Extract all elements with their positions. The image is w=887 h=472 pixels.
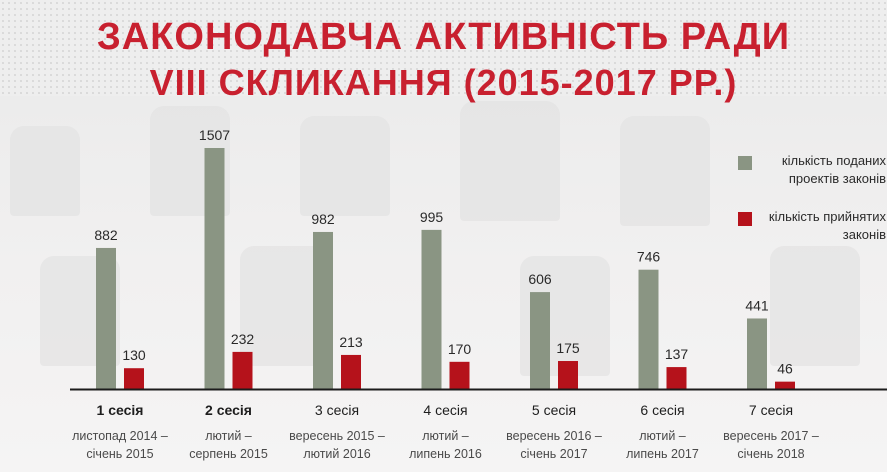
session-label: 2 сесія лютий – серпень 2015 xyxy=(169,401,289,463)
session-name: 7 сесія xyxy=(748,402,794,418)
background-seat-shape xyxy=(620,116,710,226)
bar-adopted xyxy=(558,361,578,389)
data-label-adopted: 130 xyxy=(122,347,146,363)
background-photo xyxy=(0,96,887,472)
session-name: 4 сесія xyxy=(423,402,468,418)
data-label-submitted: 982 xyxy=(311,211,335,227)
session-period: вересень 2017 – січень 2018 xyxy=(723,429,819,461)
session-period: лютий – серпень 2015 xyxy=(189,429,268,461)
bar-adopted xyxy=(232,351,253,389)
legend-label-submitted: кількість поданих проектів законів xyxy=(781,153,886,186)
session-name: 6 сесія xyxy=(640,402,685,418)
session-name: 1 сесія xyxy=(96,402,144,418)
session-period: листопад 2014 – січень 2015 xyxy=(72,429,168,461)
legend-swatch-adopted xyxy=(738,212,752,226)
bar-adopted xyxy=(341,354,361,389)
legend-label-adopted: кількість прийнятих законів xyxy=(768,209,886,242)
session-period: лютий – липень 2016 xyxy=(409,429,482,461)
session-label: 3 сесія вересень 2015 – лютий 2016 xyxy=(277,401,397,463)
session-label: 7 сесія вересень 2017 – січень 2018 xyxy=(711,401,831,463)
title-background xyxy=(0,0,887,96)
background-seat-shape xyxy=(770,246,860,366)
session-label: 4 сесія лютий – липень 2016 xyxy=(386,401,506,463)
session-label: 5 сесія вересень 2016 – січень 2017 xyxy=(494,401,614,463)
data-label-submitted: 882 xyxy=(94,227,118,243)
bar-submitted xyxy=(313,231,333,389)
data-label-adopted: 175 xyxy=(556,340,580,356)
background-seat-shape xyxy=(460,101,560,221)
data-label-adopted: 137 xyxy=(665,346,689,362)
data-label-submitted: 606 xyxy=(528,271,552,287)
bar-adopted xyxy=(775,381,795,389)
session-period: лютий – липень 2017 xyxy=(626,429,699,461)
session-label: 1 сесія листопад 2014 – січень 2015 xyxy=(60,401,180,463)
bar-submitted xyxy=(421,229,442,389)
data-label-submitted: 995 xyxy=(420,209,444,225)
bar-submitted xyxy=(530,292,550,389)
data-label-adopted: 232 xyxy=(231,331,255,347)
data-label-adopted: 170 xyxy=(448,341,472,357)
data-label-submitted: 441 xyxy=(745,297,769,313)
session-name: 5 сесія xyxy=(531,402,577,418)
bar-submitted xyxy=(204,148,225,389)
bar-submitted xyxy=(96,247,116,389)
chart-title-line-1: ЗАКОНОДАВЧА АКТИВНІСТЬ РАДИ xyxy=(96,16,791,58)
bar-submitted xyxy=(747,318,767,389)
chart-title-line-2: VIII СКЛИКАННЯ (2015-2017 РР.) xyxy=(149,62,738,103)
bar-adopted xyxy=(666,367,687,389)
session-label: 6 сесія лютий – липень 2017 xyxy=(603,401,723,463)
data-label-submitted: 746 xyxy=(637,249,661,265)
session-name: 3 сесія xyxy=(314,402,360,418)
legend-swatch-submitted xyxy=(738,156,752,170)
bar-adopted xyxy=(449,361,470,389)
data-label-adopted: 213 xyxy=(339,334,363,350)
data-label-adopted: 46 xyxy=(777,361,793,377)
bar-submitted xyxy=(638,269,659,389)
session-period: вересень 2016 – січень 2017 xyxy=(506,429,602,461)
session-name: 2 сесія xyxy=(205,402,252,418)
session-period: вересень 2015 – лютий 2016 xyxy=(289,429,385,461)
background-seat-shape xyxy=(10,126,80,216)
background-seat-shape xyxy=(300,116,390,216)
data-label-submitted: 1507 xyxy=(199,127,230,143)
bar-adopted xyxy=(124,368,144,389)
